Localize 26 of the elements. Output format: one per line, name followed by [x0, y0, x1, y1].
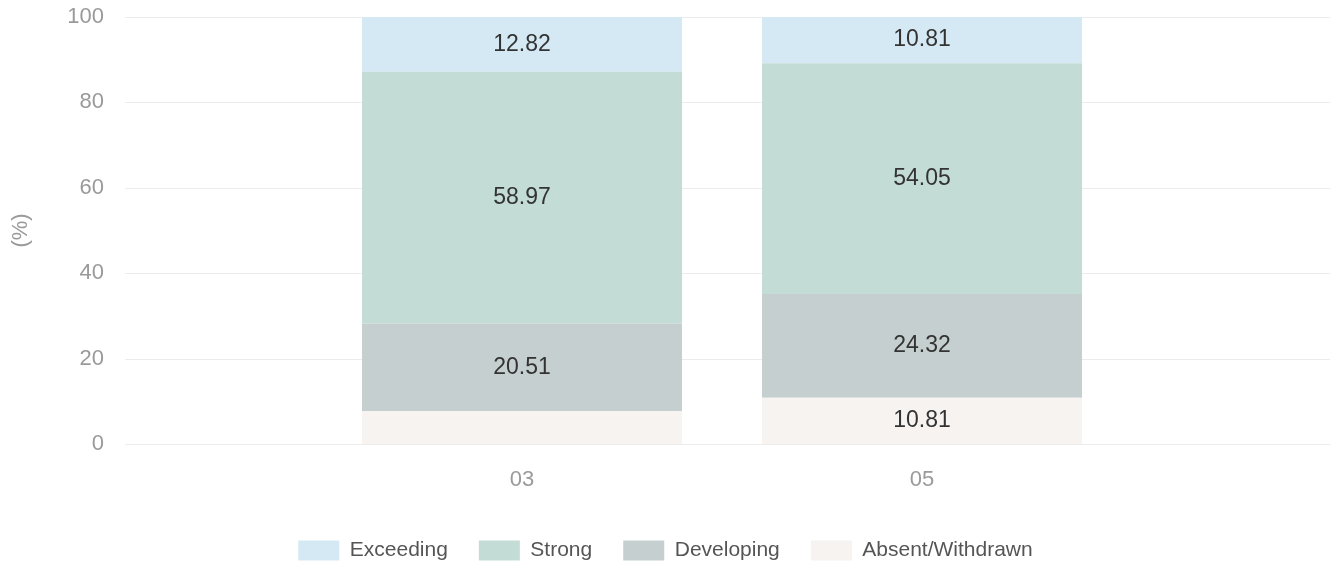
data-label: 58.97	[493, 182, 551, 209]
bar	[362, 17, 682, 72]
data-label: 10.81	[893, 406, 951, 433]
y-tick-label: 20	[79, 344, 104, 370]
bar	[362, 323, 682, 412]
y-tick-label: 40	[79, 259, 104, 285]
data-label: 20.51	[493, 352, 551, 379]
legend-label: Absent/Withdrawn	[862, 537, 1033, 561]
y-tick-label: 100	[67, 3, 104, 29]
y-tick-label: 80	[79, 88, 104, 114]
bar	[762, 63, 1082, 294]
data-label: 54.05	[893, 163, 951, 190]
legend-label: Exceeding	[349, 537, 448, 561]
data-label: 24.32	[893, 331, 951, 358]
bar	[762, 294, 1082, 398]
bar	[762, 17, 1082, 64]
x-tick-label: 03	[509, 466, 535, 492]
bar	[362, 71, 682, 324]
y-axis-title: (%)	[7, 213, 33, 248]
legend-label: Developing	[674, 537, 780, 561]
data-label: 10.81	[893, 25, 951, 52]
x-tick-label: 05	[909, 466, 935, 492]
data-label: 12.82	[493, 29, 551, 56]
y-tick-label: 0	[91, 430, 104, 456]
legend-label: Strong	[530, 537, 593, 561]
y-tick-label: 60	[79, 173, 104, 199]
